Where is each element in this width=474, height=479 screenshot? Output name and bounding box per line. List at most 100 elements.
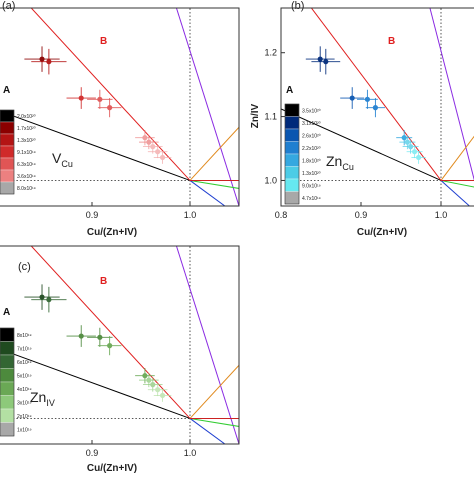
panel-c-label: (c)	[18, 261, 31, 273]
data-point-2	[31, 286, 67, 313]
panel-b-line-a-label: A	[286, 85, 293, 96]
colorbar-swatch	[0, 145, 15, 159]
data-point-3	[340, 87, 365, 109]
panel-a-xticks: 0.9 1.0	[86, 202, 197, 220]
panel-b: (b) 0.8 0.9 1.0 1.0 1.1 1.2 Cu/(Zn+IV) Zn/IV…	[250, 0, 474, 238]
colorbar-swatch	[284, 178, 300, 192]
panel-b-xticks: 0.8 0.9 1.0	[275, 202, 447, 220]
panel-a-line-b-label: B	[100, 36, 107, 47]
marker	[159, 392, 166, 399]
data-point-9	[147, 383, 168, 397]
data-point-4	[357, 89, 378, 109]
marker	[150, 144, 156, 150]
marker	[142, 373, 148, 379]
panel-a-defect-label: VCu	[52, 150, 73, 169]
panel-c: (c) 0.9 1.0 Cu/(Zn+IV) B A 8x10¹⁹ 7x10¹⁹ 6x…	[0, 245, 240, 474]
colorbar-label: 3.5x10²⁰	[302, 108, 321, 114]
colorbar-swatch	[0, 395, 15, 410]
marker	[416, 154, 422, 161]
panel-b-ylabel: Zn/IV	[250, 103, 261, 128]
marker	[317, 56, 323, 62]
panel-b-yticks: 1.0 1.1 1.2	[264, 48, 285, 185]
colorbar-label: 7x10¹⁹	[17, 346, 32, 352]
colorbar-swatch	[0, 341, 15, 356]
colorbar-frame	[0, 109, 15, 195]
marker	[155, 149, 161, 155]
marker	[364, 96, 370, 102]
colorbar-swatch	[0, 327, 15, 342]
colorbar-swatch	[284, 141, 300, 155]
y-tick-label: 1.2	[264, 48, 277, 58]
marker	[146, 377, 152, 383]
colorbar-swatch	[0, 121, 15, 135]
panel-a-marks	[0, 8, 239, 206]
line-a	[0, 348, 191, 419]
panel-b-xlabel: Cu/(Zn+IV)	[357, 227, 407, 238]
colorbar-swatch	[284, 128, 300, 142]
line-purple	[175, 246, 239, 444]
colorbar-label: 2.0x10²⁰	[17, 114, 36, 120]
panel-a-xlabel: Cu/(Zn+IV)	[87, 227, 137, 238]
x-tick-label: 0.8	[275, 210, 288, 220]
data-point-2	[31, 48, 67, 75]
colorbar-label: 2x10¹⁹	[17, 414, 32, 420]
colorbar-frame	[284, 103, 300, 205]
colorbar-swatch	[284, 166, 300, 180]
y-tick-label: 1.0	[264, 175, 277, 185]
colorbar-label: 8x10¹⁹	[17, 333, 32, 339]
marker	[349, 95, 355, 101]
marker	[150, 382, 156, 388]
line-green	[189, 417, 239, 427]
colorbar-swatch	[0, 422, 15, 437]
x-tick-label: 1.0	[184, 210, 197, 220]
colorbar-label: 9.1x10¹⁹	[17, 150, 36, 156]
marker	[159, 154, 166, 161]
line-blue	[189, 418, 226, 444]
colorbar-swatch	[0, 109, 15, 123]
line-orange	[440, 135, 474, 181]
line-blue	[440, 180, 471, 206]
data-point-9	[147, 145, 168, 159]
x-tick-label: 0.9	[355, 210, 368, 220]
marker	[146, 139, 152, 145]
panel-b-label: (b)	[291, 0, 304, 12]
data-point-3	[66, 325, 96, 347]
data-point-9	[406, 145, 423, 159]
data-point-1	[305, 46, 335, 72]
data-point-1	[24, 46, 60, 72]
colorbar-label: 2.2x10²⁰	[302, 146, 321, 152]
marker	[46, 297, 52, 303]
colorbar-label: 5x10¹⁹	[17, 373, 32, 379]
marker	[46, 59, 52, 65]
colorbar-label: 3x10¹⁹	[17, 400, 32, 406]
colorbar-swatch	[0, 408, 15, 423]
marker	[155, 387, 161, 393]
marker	[39, 56, 45, 62]
marker	[401, 135, 407, 141]
colorbar-label: 4x10¹⁹	[17, 387, 32, 393]
marker	[404, 139, 410, 145]
marker	[323, 59, 329, 65]
marker	[97, 334, 103, 340]
colorbar-frame	[0, 327, 15, 437]
marker	[408, 144, 414, 150]
x-tick-label: 0.9	[86, 210, 99, 220]
marker	[412, 149, 418, 155]
colorbar-label: 3.1x10²⁰	[302, 121, 321, 127]
panel-c-line-a-label: A	[3, 307, 10, 318]
colorbar-swatch	[284, 191, 300, 205]
colorbar-swatch	[0, 368, 15, 383]
panel-a-colorbar: 2.0x10²⁰ 1.7x10²⁰ 1.3x10²⁰ 9.1x10¹⁹ 6.3x10¹⁹…	[0, 109, 36, 195]
colorbar-swatch	[0, 169, 15, 183]
line-a	[281, 108, 442, 181]
y-tick-label: 1.1	[264, 112, 277, 122]
data-point-3	[66, 87, 96, 109]
data-point-4	[87, 327, 113, 347]
colorbar-label: 6.3x10¹⁹	[17, 162, 36, 168]
data-point-6	[135, 129, 155, 146]
panel-c-xlabel: Cu/(Zn+IV)	[87, 463, 137, 474]
colorbar-swatch	[284, 153, 300, 167]
line-a	[0, 110, 191, 181]
marker	[39, 294, 45, 300]
colorbar-label: 1x10¹⁹	[17, 427, 32, 433]
